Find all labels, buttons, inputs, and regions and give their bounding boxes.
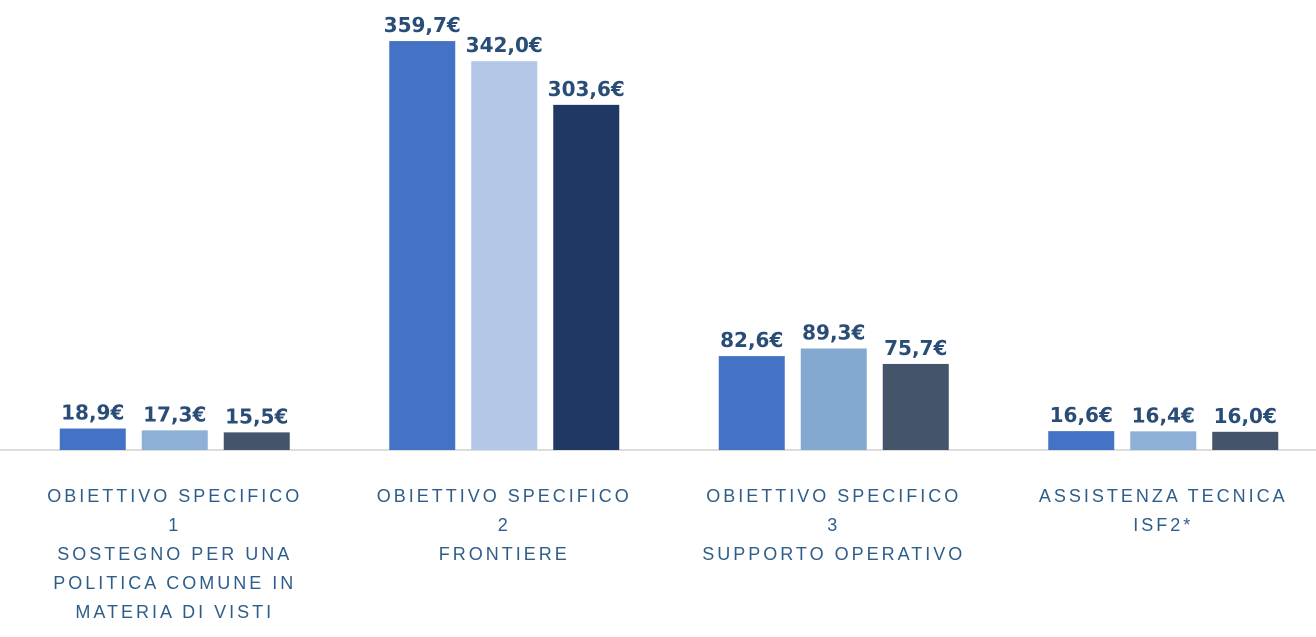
- x-tick-label: MATERIA DI VISTI: [75, 602, 274, 622]
- bar: [1212, 431, 1279, 450]
- x-tick-label: 1: [168, 515, 181, 535]
- bar: [800, 348, 867, 450]
- bar: [553, 104, 620, 450]
- value-label: 359,7€: [384, 13, 461, 37]
- bar: [223, 432, 290, 450]
- value-label: 89,3€: [802, 320, 865, 344]
- x-tick-label: 2: [498, 515, 511, 535]
- value-label: 18,9€: [61, 401, 124, 425]
- value-label: 82,6€: [720, 328, 783, 352]
- bar: [882, 363, 949, 450]
- x-tick-label: ASSISTENZA TECNICA: [1039, 486, 1288, 506]
- value-label: 16,6€: [1050, 403, 1113, 427]
- x-tick-label: OBIETTIVO SPECIFICO: [47, 486, 302, 506]
- value-label: 16,4€: [1132, 403, 1195, 427]
- bar: [141, 430, 208, 450]
- bar: [1130, 431, 1197, 450]
- bar: [718, 356, 785, 450]
- x-tick-label: ISF2*: [1133, 515, 1193, 535]
- x-tick-label: OBIETTIVO SPECIFICO: [377, 486, 632, 506]
- x-tick-label: POLITICA COMUNE IN: [53, 573, 296, 593]
- bar: [471, 61, 538, 450]
- value-label: 342,0€: [466, 33, 543, 57]
- x-tick-label: OBIETTIVO SPECIFICO: [706, 486, 961, 506]
- x-tick-label: SOSTEGNO PER UNA: [57, 544, 292, 564]
- x-tick-label: FRONTIERE: [439, 544, 570, 564]
- value-label: 75,7€: [884, 336, 947, 360]
- value-label: 15,5€: [225, 404, 288, 428]
- bar: [389, 41, 456, 451]
- value-label: 303,6€: [548, 77, 625, 101]
- value-label: 16,0€: [1214, 404, 1277, 428]
- bar: [1048, 431, 1115, 450]
- bar: [59, 428, 126, 450]
- x-tick-label: 3: [827, 515, 840, 535]
- x-tick-label: SUPPORTO OPERATIVO: [702, 544, 965, 564]
- value-label: 17,3€: [143, 402, 206, 426]
